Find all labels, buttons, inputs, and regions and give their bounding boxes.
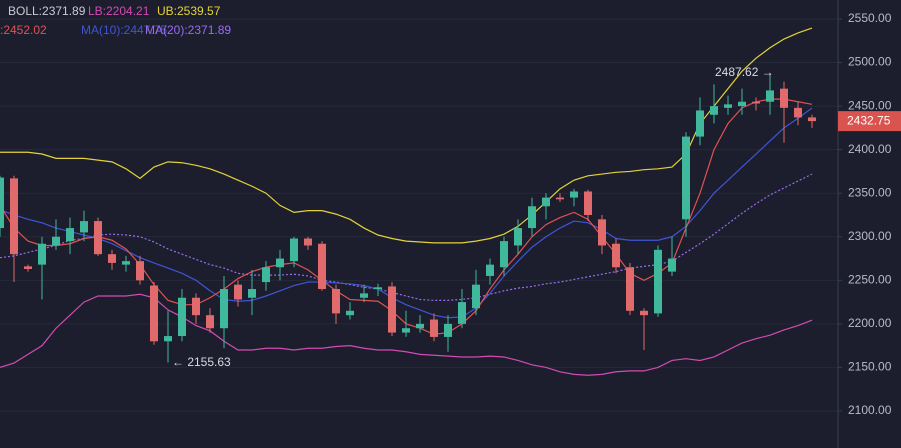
candle-body [66,228,74,242]
candle-body [206,315,214,329]
candle-body [416,323,424,329]
candle-body [696,110,704,137]
boll-legend: BOLL:2371.89 [8,4,86,18]
y-tick-label: 2450.00 [848,98,892,112]
candle-body [472,284,480,309]
candle-body [402,328,410,333]
candle-body [52,236,60,246]
candle-body [38,243,46,265]
candle-body [374,287,382,290]
candle-body [514,228,522,246]
candle-body [598,219,606,246]
candle-body [458,302,466,324]
candle-body [346,310,354,316]
candle-body [220,289,228,329]
candle-body [108,254,116,263]
candle-body [808,117,816,122]
candle-body [724,104,732,108]
candle-body [570,191,578,198]
candle-body [626,267,634,311]
candle-body [486,264,494,276]
candle-body [136,261,144,281]
legend-entry: :2452.02 [0,23,47,37]
candle-body [276,258,284,268]
candle-body [556,197,564,200]
candle-body [710,106,718,115]
candle-body [766,90,774,102]
candle-body [24,266,32,269]
last-price-label: 2432.75 [847,113,891,127]
legend-entry: MA(10):2447.75 [81,23,167,37]
y-tick-label: 2100.00 [848,403,892,417]
candle-body [122,261,130,265]
y-tick-label: 2400.00 [848,142,892,156]
candle-body [388,286,396,333]
y-tick-label: 2350.00 [848,185,892,199]
indicator-line [0,27,813,244]
candle-body [304,238,312,246]
candle-body [234,284,242,300]
candle-body [668,258,676,272]
indicator-line [0,293,813,376]
candle-body [738,101,746,107]
y-tick-label: 2250.00 [848,272,892,286]
candle-body [80,221,88,233]
candle-body [290,238,298,262]
candle-body [164,336,172,342]
candle-body [752,101,760,104]
candle-body [654,249,662,314]
indicator-line [0,173,813,301]
candle-body [682,136,690,220]
legend-entry: UB:2539.57 [157,4,221,18]
candle-body [360,293,368,298]
low-annotation: ← 2155.63 [172,355,231,369]
indicator-line [0,107,813,319]
candle-body [794,107,802,118]
legend-entry: MA(20):2371.89 [145,23,231,37]
candle-body [178,297,186,337]
candle-body [94,221,102,255]
high-annotation: 2487.62 → [715,65,774,79]
candle-body [444,323,452,337]
candle-body [192,297,200,316]
y-tick-label: 2200.00 [848,316,892,330]
candle-body [150,285,158,342]
y-tick-label: 2500.00 [848,55,892,69]
candle-body [612,243,620,268]
candle-body [262,267,270,283]
candle-body [542,197,550,207]
candle-body [0,177,4,229]
candle-body [318,243,326,290]
candle-body [780,88,788,108]
legend-entry: LB:2204.21 [88,4,150,18]
candle-body [10,178,18,255]
last-price-tag [838,111,901,132]
candle-body [584,191,592,215]
y-tick-label: 2150.00 [848,360,892,374]
candle-body [500,241,508,268]
candle-body [332,289,340,314]
y-tick-label: 2550.00 [848,11,892,25]
candle-body [248,289,256,298]
candle-body [528,206,536,229]
candle-body [430,319,438,337]
y-tick-label: 2300.00 [848,229,892,243]
candle-body [640,310,648,316]
price-axis [838,0,901,448]
